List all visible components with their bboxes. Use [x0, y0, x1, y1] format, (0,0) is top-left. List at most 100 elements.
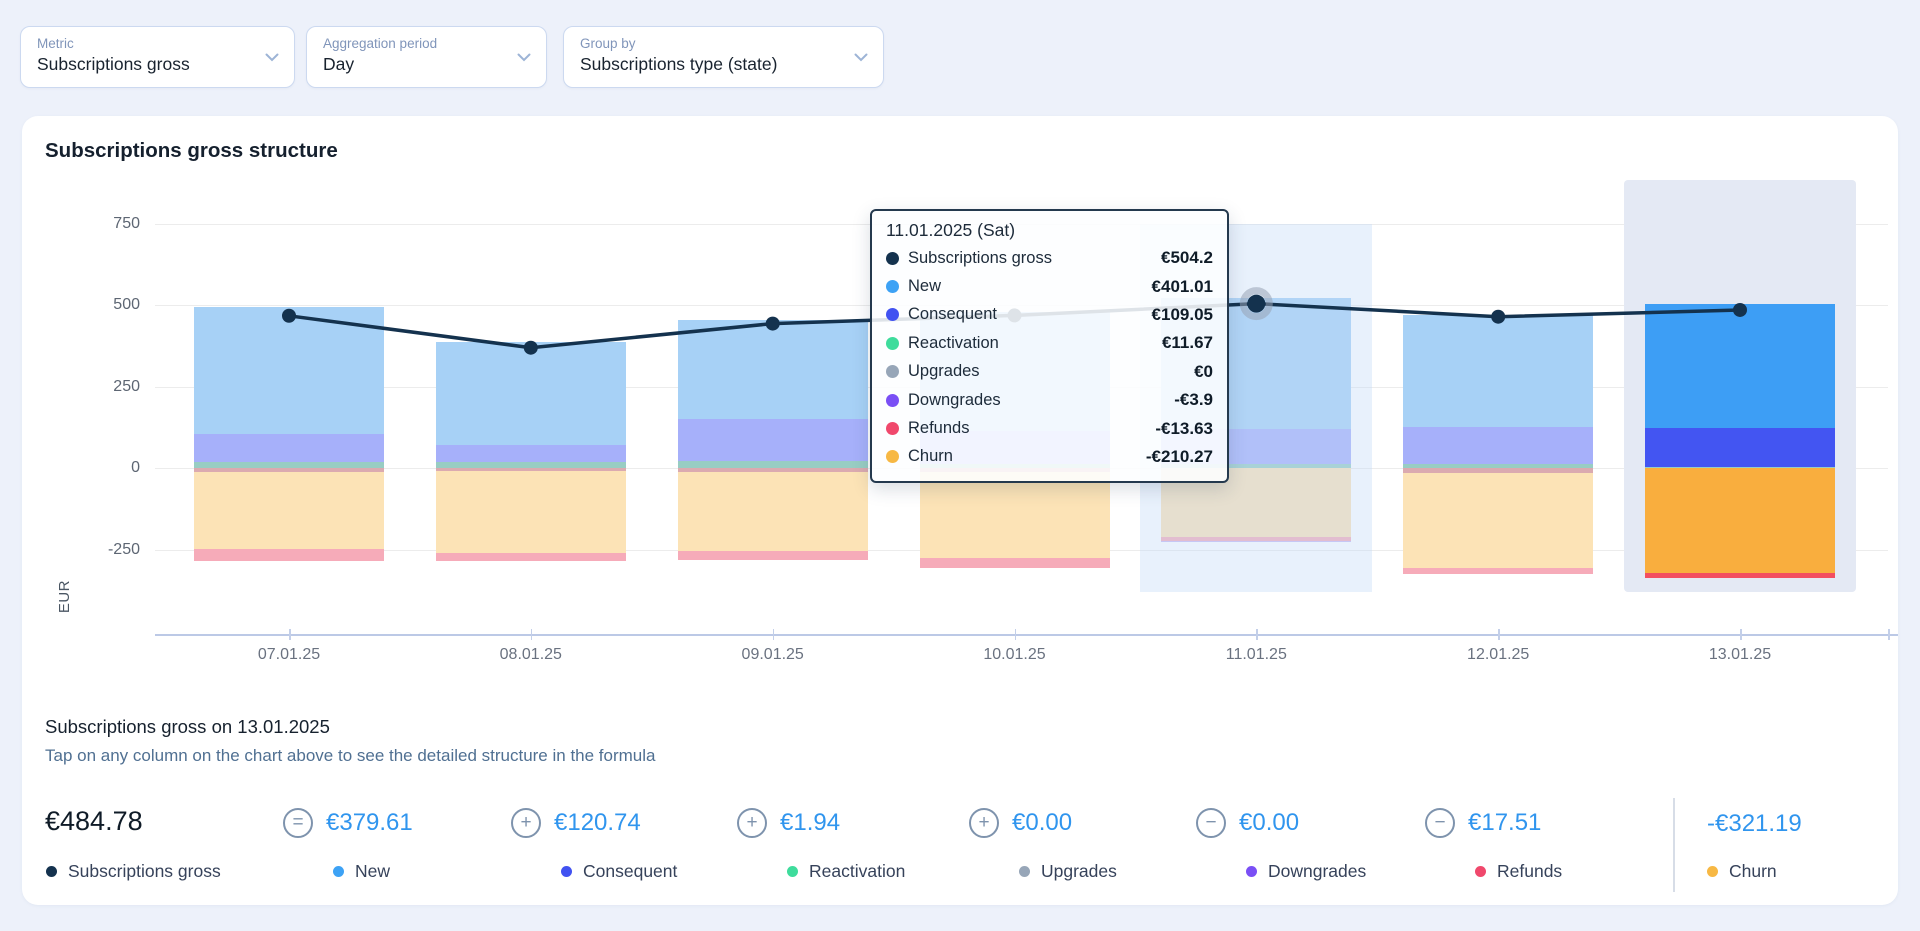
x-axis-tick	[1740, 629, 1742, 640]
tooltip-row-churn: Churn-€210.27	[886, 443, 1213, 471]
bar-segment-churn[interactable]	[920, 472, 1110, 558]
gross-dot-icon	[46, 866, 57, 877]
formula-item-legend-refunds: Refunds	[1475, 860, 1562, 882]
bar-segment-refunds[interactable]	[1645, 573, 1835, 579]
churn-dot-icon	[886, 450, 899, 463]
x-axis-line	[155, 634, 1898, 636]
tooltip-series-value: €401.01	[1152, 277, 1213, 297]
x-axis-label-10.01.25: 10.01.25	[983, 646, 1045, 664]
detail-heading: Subscriptions gross on 13.01.2025	[45, 716, 330, 738]
x-axis-label-12.01.25: 12.01.25	[1467, 646, 1529, 664]
tooltip-series-label: Subscriptions gross	[908, 249, 1161, 268]
formula-item-label: Refunds	[1497, 861, 1562, 882]
bar-segment-consequent[interactable]	[678, 419, 868, 461]
tooltip-series-value: €11.67	[1162, 333, 1213, 353]
reactivation-dot-icon	[787, 866, 798, 877]
bar-segment-consequent[interactable]	[1403, 427, 1593, 464]
minus-circle-icon: −	[1425, 808, 1455, 838]
chart-tooltip: 11.01.2025 (Sat) Subscriptions gross€504…	[870, 209, 1229, 483]
bar-segment-consequent[interactable]	[1645, 428, 1835, 467]
bar-segment-new[interactable]	[1645, 304, 1835, 428]
tooltip-row-new: New€401.01	[886, 272, 1213, 300]
bar-segment-new[interactable]	[678, 320, 868, 419]
plus-circle-icon: +	[969, 808, 999, 838]
refunds-dot-icon	[1475, 866, 1486, 877]
x-axis-tick	[531, 629, 533, 640]
tooltip-series-value: €109.05	[1152, 305, 1213, 325]
consequent-dot-icon	[886, 308, 899, 321]
x-axis-label-08.01.25: 08.01.25	[500, 646, 562, 664]
bar-segment-churn[interactable]	[1645, 468, 1835, 573]
bar-segment-consequent[interactable]	[436, 445, 626, 463]
formula-item-legend-reactivation: Reactivation	[787, 860, 905, 882]
bar-segment-refunds[interactable]	[920, 558, 1110, 568]
formula-item-label: Upgrades	[1041, 861, 1117, 882]
formula-item-refunds: −€17.51	[1425, 806, 1541, 840]
bar-segment-refunds[interactable]	[436, 553, 626, 560]
x-axis-tick	[289, 629, 291, 640]
bar-segment-new[interactable]	[1403, 315, 1593, 426]
tooltip-series-label: Upgrades	[908, 362, 1194, 381]
tooltip-series-value: €0	[1194, 362, 1213, 382]
x-axis-tick	[1498, 629, 1500, 640]
formula-item-value: €379.61	[326, 809, 413, 837]
tooltip-row-gross: Subscriptions gross€504.2	[886, 244, 1213, 272]
bar-segment-refunds[interactable]	[1403, 568, 1593, 574]
tooltip-row-upgrades: Upgrades€0	[886, 358, 1213, 386]
x-axis-label-11.01.25: 11.01.25	[1226, 646, 1287, 664]
bar-segment-consequent[interactable]	[194, 434, 384, 461]
refunds-dot-icon	[886, 422, 899, 435]
tooltip-series-value: €504.2	[1161, 248, 1213, 268]
tooltip-series-label: Refunds	[908, 419, 1155, 438]
bar-segment-churn[interactable]	[1403, 473, 1593, 568]
formula-total-value: €484.78	[45, 806, 143, 837]
tooltip-series-value: -€3.9	[1174, 390, 1213, 410]
formula-item-consequent: + €120.74	[511, 806, 641, 840]
plus-circle-icon: +	[511, 808, 541, 838]
formula-total-legend: Subscriptions gross	[46, 860, 221, 882]
formula-item-value: €120.74	[554, 809, 641, 837]
detail-hint: Tap on any column on the chart above to …	[45, 746, 655, 766]
formula-divider	[1673, 798, 1675, 892]
x-axis-tick	[1256, 629, 1258, 640]
y-axis-tick-label: -250	[90, 541, 140, 559]
formula-item-value: €0.00	[1239, 809, 1299, 837]
upgrades-dot-icon	[1019, 866, 1030, 877]
bar-segment-reactivation[interactable]	[678, 461, 868, 468]
x-axis-tick	[1888, 629, 1890, 640]
formula-item-legend-new: New	[333, 860, 390, 882]
x-axis-tick	[773, 629, 775, 640]
x-axis-label-09.01.25: 09.01.25	[742, 646, 804, 664]
tooltip-row-downgrades: Downgrades-€3.9	[886, 386, 1213, 414]
minus-circle-icon: −	[1196, 808, 1226, 838]
tooltip-row-refunds: Refunds-€13.63	[886, 414, 1213, 442]
formula-item-value: €17.51	[1468, 809, 1541, 837]
bar-segment-new[interactable]	[194, 307, 384, 434]
y-axis-tick-label: 0	[90, 459, 140, 477]
x-axis-label-13.01.25: 13.01.25	[1709, 646, 1771, 664]
y-axis-tick-label: 500	[90, 296, 140, 314]
bar-segment-refunds[interactable]	[678, 551, 868, 560]
y-axis-unit-label: EUR	[56, 580, 73, 613]
y-axis-tick-label: 250	[90, 378, 140, 396]
formula-item-legend-downgrades: Downgrades	[1246, 860, 1366, 882]
formula-item-reactivation: +€1.94	[737, 806, 840, 840]
formula-item-label: Consequent	[583, 861, 677, 882]
downgrades-dot-icon	[1246, 866, 1257, 877]
plus-circle-icon: +	[737, 808, 767, 838]
x-axis-tick	[1015, 629, 1017, 640]
bar-segment-churn[interactable]	[436, 471, 626, 553]
formula-total-label: Subscriptions gross	[68, 861, 221, 882]
bar-segment-refunds[interactable]	[194, 549, 384, 561]
bar-segment-churn[interactable]	[194, 472, 384, 549]
formula-churn-value: -€321.19	[1707, 810, 1802, 838]
new-dot-icon	[333, 866, 344, 877]
tooltip-row-reactivation: Reactivation€11.67	[886, 329, 1213, 357]
bar-segment-churn[interactable]	[678, 472, 868, 551]
bar-segment-new[interactable]	[436, 342, 626, 445]
formula-item-value: €0.00	[1012, 809, 1072, 837]
reactivation-dot-icon	[886, 337, 899, 350]
churn-dot-icon	[1707, 866, 1718, 877]
formula-item-downgrades: −€0.00	[1196, 806, 1299, 840]
tooltip-series-label: Downgrades	[908, 391, 1174, 410]
